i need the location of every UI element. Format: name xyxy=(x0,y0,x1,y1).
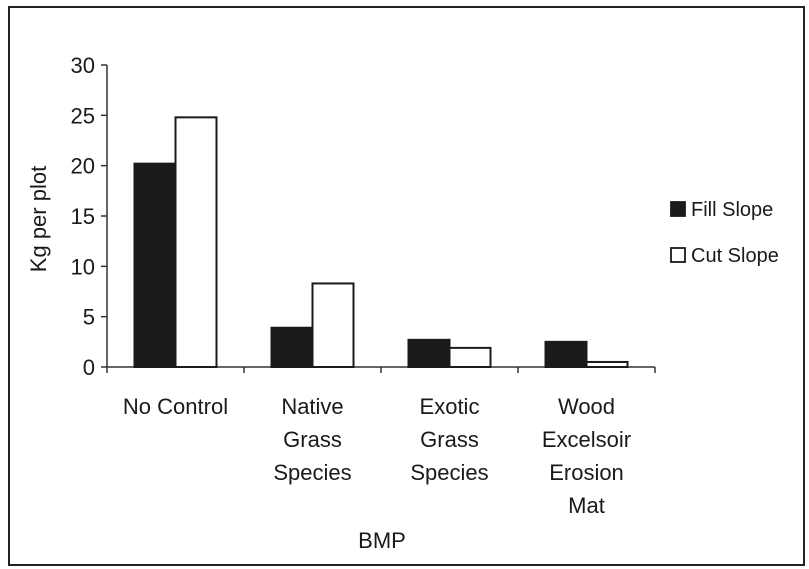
y-tick-label: 15 xyxy=(71,204,95,229)
x-category-label: No Control xyxy=(123,394,228,419)
y-tick-label: 0 xyxy=(83,355,95,380)
x-category-label: Native Grass Species xyxy=(273,394,351,485)
legend: Fill Slope Cut Slope xyxy=(670,199,779,267)
bar-cut-slope xyxy=(585,360,629,369)
y-tick-label: 20 xyxy=(71,154,95,179)
x-category-label: Wood Excelsoir Erosion Mat xyxy=(542,394,631,518)
x-category-label: Exotic Grass Species xyxy=(410,394,488,485)
y-tick-label: 10 xyxy=(71,254,95,279)
bar-fill-slope xyxy=(544,340,588,369)
bar-fill-slope xyxy=(407,338,451,369)
chart-frame: 0 5 10 15 20 25 30 No Control Native Grass Species… xyxy=(8,6,805,566)
bars xyxy=(133,116,629,369)
legend-swatch xyxy=(670,247,686,263)
legend-label: Cut Slope xyxy=(691,245,779,267)
bar-chart: 0 5 10 15 20 25 30 No Control Native Grass Species… xyxy=(26,53,779,553)
legend-label: Fill Slope xyxy=(691,199,773,221)
bar-fill-slope xyxy=(133,162,177,368)
x-axis-title: BMP xyxy=(358,528,406,553)
y-tick-label: 30 xyxy=(71,53,95,78)
bar-cut-slope xyxy=(174,116,218,368)
bar-cut-slope xyxy=(311,282,355,368)
bar-cut-slope xyxy=(448,346,492,368)
labels: 0 5 10 15 20 25 30 No Control Native Grass Species… xyxy=(71,53,632,518)
y-axis-title: Kg per plot xyxy=(26,166,51,272)
y-tick-label: 5 xyxy=(83,305,95,330)
y-tick-label: 25 xyxy=(71,103,95,128)
legend-swatch xyxy=(670,201,686,217)
bar-fill-slope xyxy=(270,326,314,368)
